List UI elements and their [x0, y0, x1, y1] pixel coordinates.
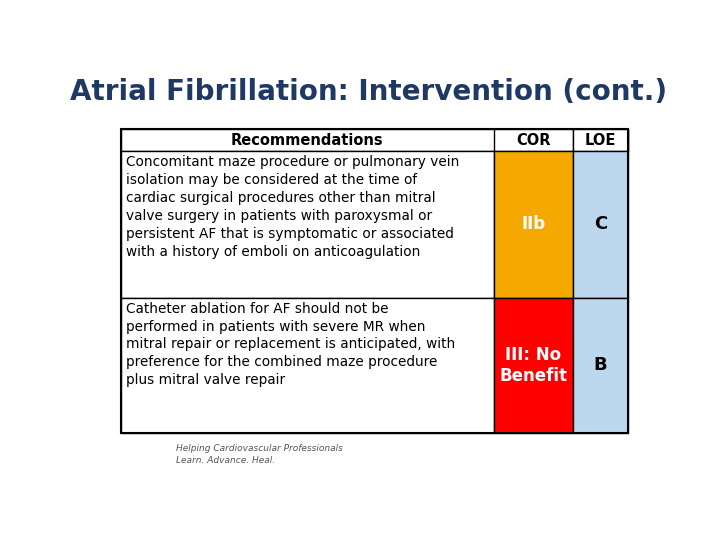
- FancyBboxPatch shape: [494, 151, 572, 298]
- Text: COR: COR: [516, 133, 551, 147]
- FancyBboxPatch shape: [121, 151, 494, 298]
- Text: B: B: [594, 356, 608, 374]
- Text: LOE: LOE: [585, 133, 616, 147]
- Text: C: C: [594, 215, 607, 233]
- Text: Recommendations: Recommendations: [231, 133, 384, 147]
- Text: Catheter ablation for AF should not be
performed in patients with severe MR when: Catheter ablation for AF should not be p…: [126, 302, 456, 387]
- Text: Concomitant maze procedure or pulmonary vein
isolation may be considered at the : Concomitant maze procedure or pulmonary …: [126, 156, 459, 259]
- Text: IIb: IIb: [521, 215, 545, 233]
- Text: III: No
Benefit: III: No Benefit: [499, 346, 567, 384]
- FancyBboxPatch shape: [494, 129, 572, 151]
- FancyBboxPatch shape: [572, 298, 629, 433]
- FancyBboxPatch shape: [572, 151, 629, 298]
- FancyBboxPatch shape: [572, 129, 629, 151]
- Text: Helping Cardiovascular Professionals
Learn. Advance. Heal.: Helping Cardiovascular Professionals Lea…: [176, 444, 343, 465]
- Text: Atrial Fibrillation: Intervention (cont.): Atrial Fibrillation: Intervention (cont.…: [71, 78, 667, 106]
- FancyBboxPatch shape: [121, 298, 494, 433]
- FancyBboxPatch shape: [121, 129, 629, 151]
- FancyBboxPatch shape: [494, 298, 572, 433]
